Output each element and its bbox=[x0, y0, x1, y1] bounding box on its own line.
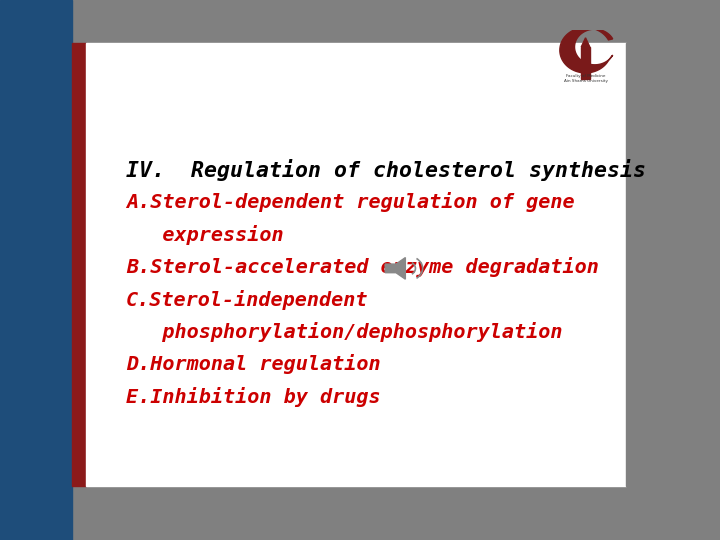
Text: B.Sterol-accelerated enzyme degradation: B.Sterol-accelerated enzyme degradation bbox=[126, 257, 599, 278]
Bar bbox=[626, 43, 720, 486]
Polygon shape bbox=[581, 38, 590, 47]
Text: A.Sterol-dependent regulation of gene: A.Sterol-dependent regulation of gene bbox=[126, 192, 575, 213]
Text: D.Hormonal regulation: D.Hormonal regulation bbox=[126, 354, 381, 375]
Polygon shape bbox=[385, 258, 405, 279]
Text: expression: expression bbox=[126, 225, 284, 245]
Polygon shape bbox=[560, 28, 613, 73]
Bar bbox=[72, 43, 86, 486]
Bar bbox=[86, 43, 626, 486]
Text: IV.  Regulation of cholesterol synthesis: IV. Regulation of cholesterol synthesis bbox=[126, 159, 646, 181]
Bar bbox=[0, 0, 72, 540]
Text: E.Inhibition by drugs: E.Inhibition by drugs bbox=[126, 387, 381, 407]
Text: C.Sterol-independent: C.Sterol-independent bbox=[126, 289, 369, 310]
Text: phosphorylation/dephosphorylation: phosphorylation/dephosphorylation bbox=[126, 322, 562, 342]
Text: Faculty of Medicine
Ain Shams University: Faculty of Medicine Ain Shams University bbox=[564, 74, 608, 83]
Bar bbox=[581, 47, 590, 79]
